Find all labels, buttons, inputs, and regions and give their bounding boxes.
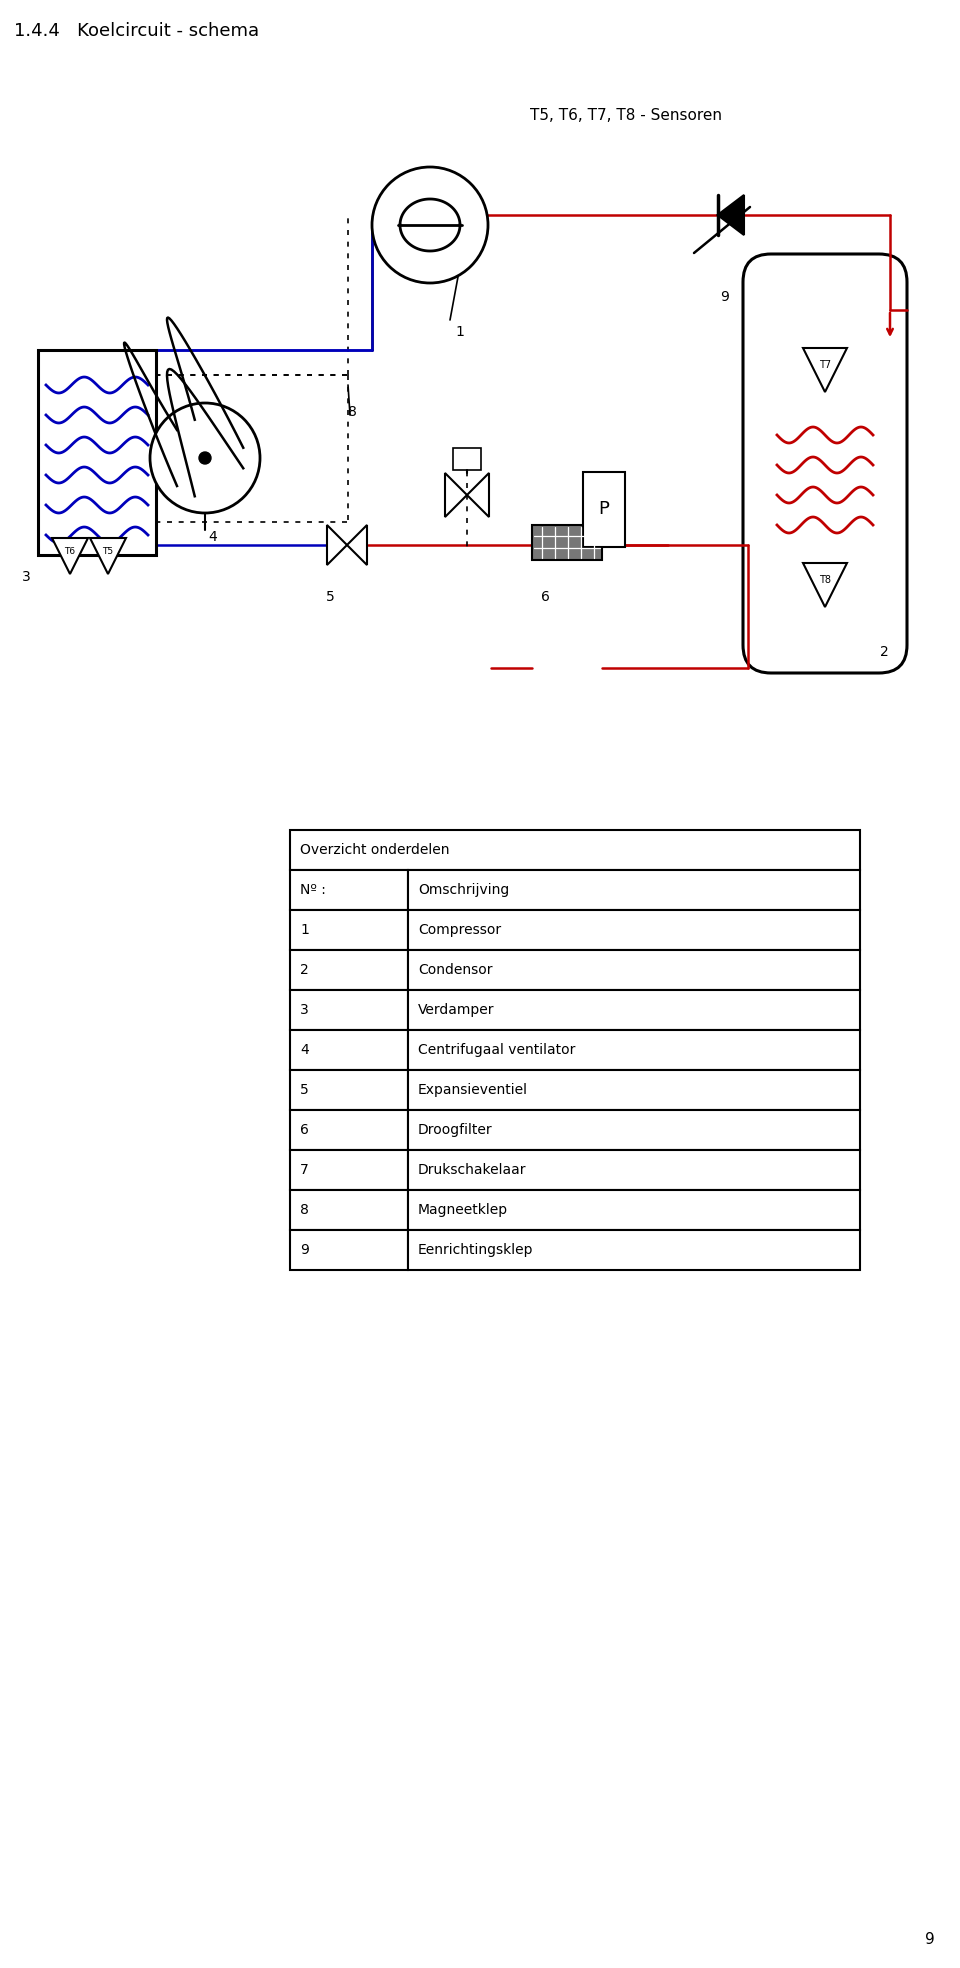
Polygon shape [52, 537, 88, 575]
Polygon shape [803, 348, 847, 392]
Text: 2: 2 [880, 646, 889, 659]
Text: Compressor: Compressor [418, 923, 501, 937]
Text: T6: T6 [64, 547, 76, 557]
Text: Nº :: Nº : [300, 884, 325, 897]
Text: T8: T8 [819, 575, 831, 584]
Text: T5: T5 [103, 547, 113, 557]
Polygon shape [445, 472, 467, 518]
Text: Verdamper: Verdamper [418, 1004, 494, 1017]
Text: Droogfilter: Droogfilter [418, 1124, 492, 1138]
Text: T5, T6, T7, T8 - Sensoren: T5, T6, T7, T8 - Sensoren [530, 108, 722, 122]
Text: 1.4.4   Koelcircuit - schema: 1.4.4 Koelcircuit - schema [14, 22, 259, 39]
FancyBboxPatch shape [743, 254, 907, 673]
Bar [583, 472, 625, 547]
Polygon shape [467, 472, 489, 518]
Text: Omschrijving: Omschrijving [418, 884, 509, 897]
Bar [408, 990, 860, 1029]
Polygon shape [90, 537, 126, 575]
Text: 7: 7 [300, 1163, 309, 1177]
Bar [453, 449, 481, 470]
Bar [408, 909, 860, 951]
Text: 9: 9 [925, 1933, 935, 1948]
Bar [290, 990, 408, 1029]
Text: Magneetklep: Magneetklep [418, 1202, 508, 1216]
Text: 3: 3 [22, 571, 31, 584]
Text: 4: 4 [300, 1043, 309, 1057]
Text: 5: 5 [300, 1082, 309, 1096]
Bar [408, 1029, 860, 1071]
Bar [408, 951, 860, 990]
Text: Eenrichtingsklep: Eenrichtingsklep [418, 1244, 534, 1258]
Bar [408, 870, 860, 909]
Text: Expansieventiel: Expansieventiel [418, 1082, 528, 1096]
Text: 6: 6 [540, 590, 549, 604]
Text: Centrifugaal ventilator: Centrifugaal ventilator [418, 1043, 575, 1057]
Text: 7: 7 [472, 490, 481, 504]
Text: 6: 6 [300, 1124, 309, 1138]
Text: Condensor: Condensor [418, 962, 492, 976]
Text: Drukschakelaar: Drukschakelaar [418, 1163, 526, 1177]
Circle shape [150, 403, 260, 514]
Bar [532, 525, 602, 561]
Text: T7: T7 [819, 360, 831, 370]
Text: P: P [599, 500, 610, 518]
Text: 3: 3 [300, 1004, 309, 1017]
Bar [290, 1230, 408, 1269]
Text: 4: 4 [208, 529, 217, 543]
Text: 1: 1 [300, 923, 309, 937]
Bar [290, 1071, 408, 1110]
Text: Overzicht onderdelen: Overzicht onderdelen [300, 842, 449, 856]
Text: 9: 9 [720, 289, 729, 303]
Bar [290, 1110, 408, 1149]
Bar [290, 830, 860, 870]
Bar [290, 1191, 408, 1230]
Bar [38, 350, 156, 555]
Bar [290, 909, 408, 951]
Text: 9: 9 [300, 1244, 309, 1258]
Bar [408, 1191, 860, 1230]
Text: 2: 2 [300, 962, 309, 976]
Text: 1: 1 [455, 325, 464, 338]
Circle shape [199, 453, 211, 464]
Circle shape [372, 167, 488, 283]
Bar [290, 951, 408, 990]
Bar [408, 1110, 860, 1149]
Bar [408, 1149, 860, 1191]
Polygon shape [803, 563, 847, 606]
Polygon shape [718, 195, 744, 234]
Text: 8: 8 [348, 405, 357, 419]
Bar [408, 1071, 860, 1110]
Text: 8: 8 [300, 1202, 309, 1216]
Bar [290, 1029, 408, 1071]
Polygon shape [347, 525, 367, 565]
Bar [290, 1149, 408, 1191]
Bar [290, 870, 408, 909]
Polygon shape [327, 525, 347, 565]
Bar [408, 1230, 860, 1269]
Text: 5: 5 [325, 590, 334, 604]
